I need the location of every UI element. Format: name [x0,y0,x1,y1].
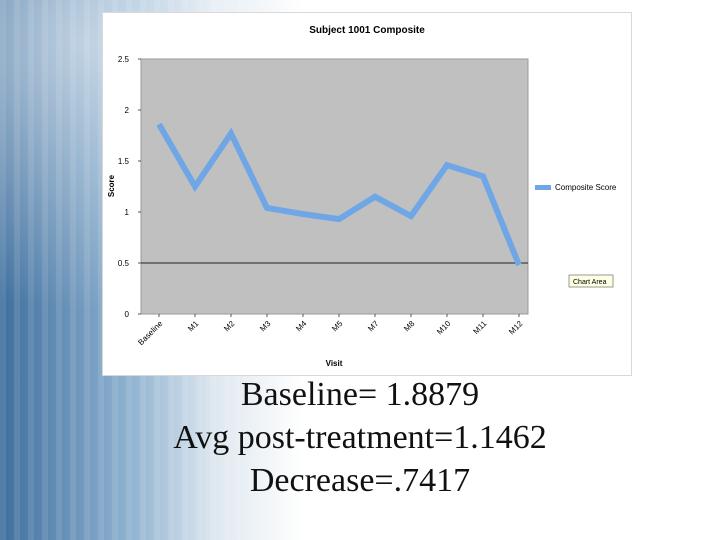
legend-label: Composite Score [555,183,617,192]
series-composite-score [156,122,522,267]
baseline-text: Baseline= 1.8879 [240,376,480,413]
tooltip-text: Chart Area [573,279,607,286]
y-tick-label: 0 [125,310,130,319]
tooltip-box [568,274,614,288]
x-tick-label: M12 [507,319,525,337]
chart-title: Subject 1001 Composite [309,25,425,36]
legend[interactable]: Composite Score [535,183,617,192]
line-chart: Subject 1001 Composite 0 0.5 1 1.5 2 2.5 Base… [107,25,617,368]
x-tick-label: M7 [366,319,381,334]
x-tick-label: M2 [222,319,237,334]
x-tick-label: M5 [330,319,345,334]
x-tick-label: M11 [471,319,488,336]
x-axis: Baseline M1 M2 M3 M4 M5 M7 M8 M10 M11 M12 [136,314,525,347]
chart-container: Subject 1001 Composite 0 0.5 1 1.5 2 2.5 Base… [102,12,632,376]
y-tick-label: 1.5 [118,157,130,166]
x-tick-label: M3 [258,319,273,334]
plot-area [140,58,529,315]
legend-swatch [535,185,551,190]
y-axis: 0 0.5 1 1.5 2 2.5 [118,55,141,319]
y-tick-label: 2 [125,106,130,115]
y-tick-label: 1 [125,208,130,217]
x-tick-label: M10 [435,319,453,337]
x-tick-label: Baseline [136,319,164,347]
avg-post-treatment-text: Avg post-treatment=1.1462 [173,419,547,456]
x-tick-label: M4 [294,319,309,334]
y-tick-label: 2.5 [118,55,130,64]
x-tick-label: M8 [402,319,417,334]
series-line [156,122,522,267]
x-tick-label: M1 [186,319,201,334]
decrease-text: Decrease=.7417 [249,462,471,499]
y-axis-label: Score [107,174,116,197]
x-axis-label: Visit [326,359,343,368]
chart-area-tooltip: Chart Area [568,274,614,288]
y-tick-label: 0.5 [118,259,130,268]
